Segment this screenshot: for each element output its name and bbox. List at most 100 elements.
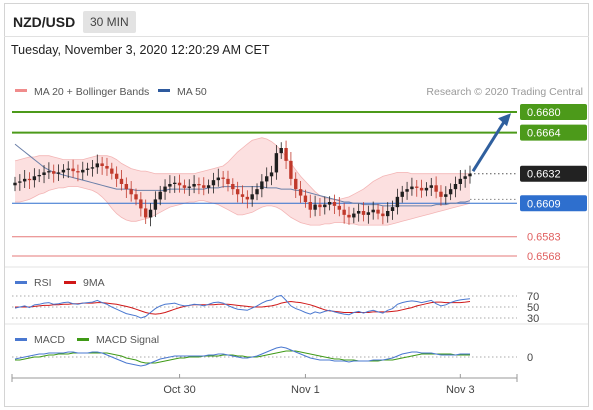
candle-body bbox=[177, 182, 182, 186]
bollinger-band bbox=[15, 137, 470, 226]
candle-body bbox=[197, 184, 201, 186]
candle-body bbox=[458, 178, 463, 184]
candle-body bbox=[323, 204, 327, 208]
candle-body bbox=[187, 186, 191, 188]
candle-body bbox=[250, 194, 254, 200]
candle-body bbox=[143, 208, 148, 218]
candle-body bbox=[444, 194, 448, 197]
candle-body bbox=[347, 214, 351, 218]
candle-body bbox=[274, 153, 279, 173]
rsi-ma-legend-label: 9MA bbox=[83, 277, 105, 289]
macd-tick-label: 0 bbox=[527, 352, 533, 364]
candle-body bbox=[76, 171, 80, 173]
timestamp: Tuesday, November 3, 2020 12:20:29 AM CE… bbox=[11, 43, 270, 57]
candle-body bbox=[27, 178, 32, 181]
candle-body bbox=[163, 186, 167, 192]
candle-body bbox=[216, 177, 220, 181]
candle-body bbox=[235, 189, 240, 195]
chart-header: NZD/USD 30 MIN bbox=[4, 3, 589, 37]
candle-body bbox=[119, 178, 124, 184]
candle-body bbox=[366, 212, 371, 215]
candle-body bbox=[405, 189, 409, 192]
rsi-ma-legend-swatch bbox=[64, 281, 76, 284]
last-price-label: 0.6632 bbox=[527, 169, 561, 181]
level-tag-0-6609 bbox=[520, 195, 587, 212]
candle-body bbox=[168, 184, 172, 187]
candle-body bbox=[13, 182, 17, 186]
candle-body bbox=[298, 189, 303, 196]
candle-body bbox=[260, 181, 264, 190]
candle-body bbox=[468, 173, 472, 177]
candle-body bbox=[415, 186, 419, 188]
timeframe-badge[interactable]: 30 MIN bbox=[83, 11, 136, 33]
rsi-tick-label: 30 bbox=[527, 313, 539, 325]
candle-body bbox=[226, 178, 230, 184]
level-label-0-6609: 0.6609 bbox=[527, 198, 561, 210]
candle-body bbox=[158, 191, 162, 200]
candle-body bbox=[22, 178, 27, 182]
candle-body bbox=[463, 176, 467, 179]
candle-body bbox=[284, 148, 288, 161]
candle-body bbox=[269, 172, 274, 177]
level-label-0-6664: 0.6664 bbox=[527, 128, 561, 140]
candle-body bbox=[71, 168, 75, 172]
candle-body bbox=[410, 186, 414, 190]
candle-body bbox=[139, 199, 143, 209]
candle-body bbox=[371, 209, 375, 213]
candle-body bbox=[56, 172, 61, 174]
ma50-legend-swatch bbox=[158, 89, 170, 92]
candle-body bbox=[424, 187, 429, 191]
candle-body bbox=[124, 184, 129, 190]
candle-body bbox=[332, 202, 337, 206]
candle-body bbox=[221, 177, 225, 179]
candle-body bbox=[294, 178, 298, 190]
rsi-line bbox=[14, 294, 471, 319]
candle-body bbox=[376, 209, 380, 214]
level-label-0-6568: 0.6568 bbox=[527, 251, 561, 263]
candle-body bbox=[85, 168, 90, 170]
candle-body bbox=[231, 184, 235, 190]
candle-body bbox=[279, 148, 283, 154]
candle-body bbox=[42, 172, 46, 175]
candle-body bbox=[453, 184, 458, 190]
x-tick-label: Nov 1 bbox=[291, 384, 320, 396]
candle-body bbox=[419, 187, 424, 191]
candle-body bbox=[148, 209, 153, 218]
bb-legend-swatch bbox=[15, 89, 27, 92]
rsi-ma-line bbox=[15, 300, 471, 315]
macd-signal-legend-swatch bbox=[77, 338, 89, 341]
candle-body bbox=[313, 204, 317, 210]
credit-text: Research © 2020 Trading Central bbox=[426, 86, 583, 98]
candle-body bbox=[211, 180, 216, 186]
candle-body bbox=[153, 199, 158, 210]
rsi-legend-label: RSI bbox=[34, 277, 52, 289]
candle-body bbox=[255, 189, 259, 195]
candle-body bbox=[400, 191, 404, 197]
ma50-legend-label: MA 50 bbox=[177, 86, 207, 98]
candle-body bbox=[90, 167, 95, 169]
bb-legend-label: MA 20 + Bollinger Bands bbox=[34, 86, 149, 98]
candle-body bbox=[337, 205, 342, 210]
candle-body bbox=[114, 173, 119, 179]
candle-body bbox=[395, 196, 400, 208]
candle-body bbox=[105, 166, 109, 169]
candle-body bbox=[352, 213, 356, 218]
candle-body bbox=[342, 209, 346, 215]
price-panel: 0.6680 0.6664 0.6632 0.6609 0.6583 0.6568 bbox=[12, 104, 587, 263]
level-label-0-6583: 0.6583 bbox=[527, 232, 561, 244]
candle-body bbox=[289, 160, 293, 179]
candle-body bbox=[390, 207, 395, 211]
candle-body bbox=[47, 171, 51, 173]
rsi-tick-label: 50 bbox=[527, 302, 539, 314]
forecast-arrow-head bbox=[498, 113, 511, 127]
macd-legend-label: MACD bbox=[34, 334, 65, 346]
candle-body bbox=[361, 211, 366, 215]
candle-body bbox=[308, 202, 312, 210]
candle-body bbox=[66, 168, 70, 170]
rsi-legend-swatch bbox=[15, 281, 27, 284]
candle-body bbox=[134, 194, 138, 200]
candle-body bbox=[356, 211, 361, 214]
candle-body bbox=[240, 194, 245, 197]
macd-legend-swatch bbox=[15, 338, 27, 341]
